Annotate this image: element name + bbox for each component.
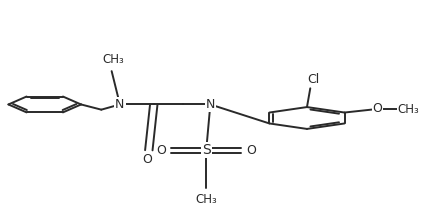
Text: O: O <box>142 153 151 166</box>
Text: O: O <box>156 144 166 157</box>
Text: CH₃: CH₃ <box>195 193 217 206</box>
Text: CH₃: CH₃ <box>398 103 419 116</box>
Text: Cl: Cl <box>308 73 320 87</box>
Text: CH₃: CH₃ <box>103 53 124 66</box>
Text: S: S <box>202 143 211 157</box>
Text: O: O <box>373 102 382 115</box>
Text: N: N <box>206 98 215 111</box>
Text: N: N <box>115 98 124 111</box>
Text: O: O <box>247 144 257 157</box>
